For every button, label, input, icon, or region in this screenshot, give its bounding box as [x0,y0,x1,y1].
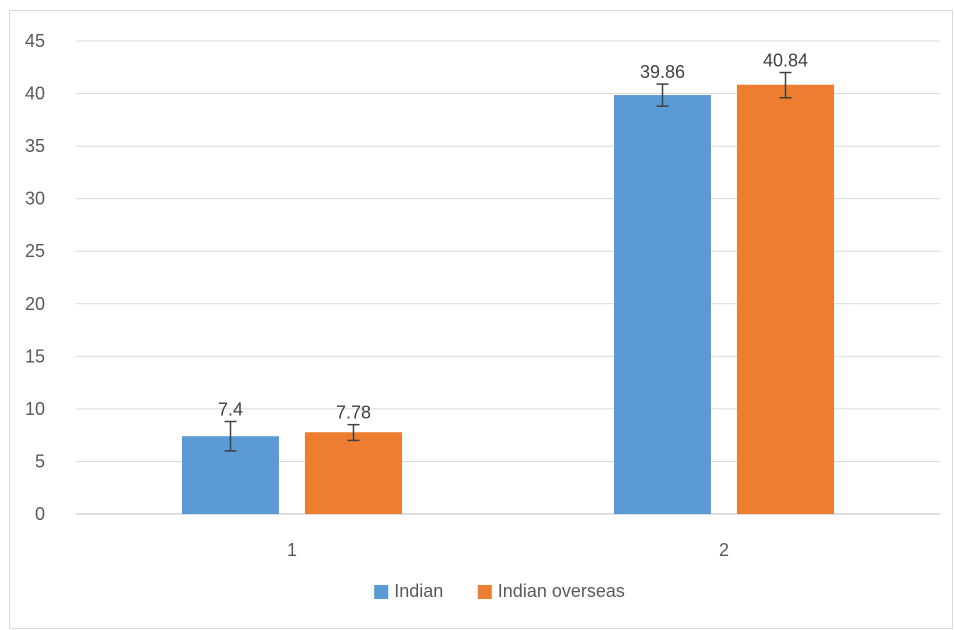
y-tick-label: 30 [25,189,45,209]
data-labels: 7.4 7.78 39.86 40.84 [218,51,808,423]
bar [737,84,834,514]
legend-label: Indian [394,581,443,601]
y-tick-label: 5 [35,451,45,471]
legend-swatch [374,585,389,599]
legend: Indian Indian overseas [374,581,625,601]
data-label: 39.86 [640,62,685,82]
y-tick-label: 25 [25,241,45,261]
y-tick-label: 15 [25,346,45,366]
y-tick-label: 45 [25,31,45,51]
legend-swatch [477,585,492,599]
legend-label: Indian overseas [498,581,625,601]
y-tick-label: 20 [25,294,45,314]
y-tick-label: 35 [25,136,45,156]
data-label: 40.84 [763,51,808,71]
error-bars [224,71,792,452]
data-label: 7.78 [336,403,371,423]
bar [305,432,402,514]
bars [182,84,834,515]
data-label: 7.4 [218,400,243,420]
bar [614,95,711,515]
y-tick-label: 40 [25,84,45,104]
x-tick-label: 1 [287,540,297,560]
y-tick-label: 0 [35,504,45,524]
x-tick-label: 2 [719,540,729,560]
y-axis-tick-labels: 0 5 10 15 20 25 30 35 40 45 [25,31,45,524]
y-tick-label: 10 [25,399,45,419]
